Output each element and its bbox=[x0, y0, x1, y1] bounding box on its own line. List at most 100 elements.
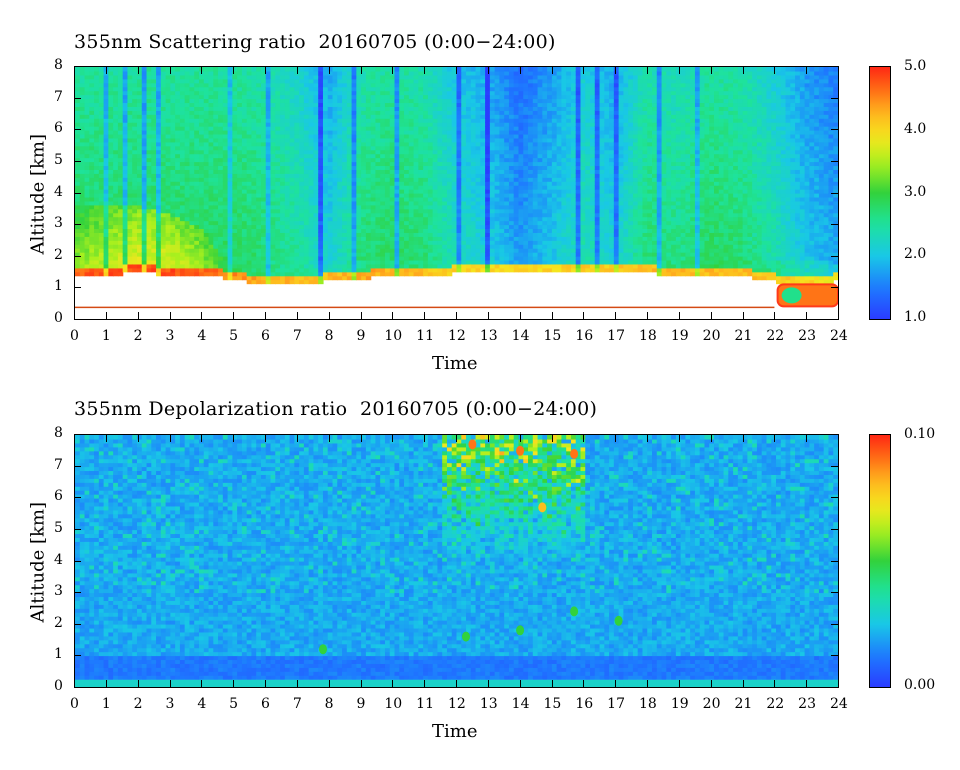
heatmap-cell bbox=[136, 94, 143, 100]
heatmap-cell bbox=[132, 224, 138, 230]
heatmap-cell bbox=[427, 78, 434, 84]
heatmap-cell bbox=[136, 196, 143, 202]
heatmap-cell bbox=[270, 98, 276, 104]
heatmap-cell bbox=[466, 212, 472, 218]
heatmap-cell bbox=[327, 98, 334, 104]
heatmap-cell bbox=[466, 145, 472, 151]
heatmap-cell bbox=[151, 177, 157, 182]
heatmap-cell bbox=[356, 86, 362, 92]
heatmap-cell bbox=[375, 110, 381, 115]
heatmap-cell bbox=[218, 200, 224, 206]
heatmap-cell bbox=[232, 189, 238, 194]
heatmap-cell bbox=[98, 208, 105, 214]
heatmap-cell bbox=[322, 248, 329, 253]
heatmap-cell bbox=[370, 98, 377, 104]
heatmap-cell bbox=[203, 244, 210, 249]
heatmap-cell bbox=[117, 232, 124, 237]
heatmap-cell bbox=[75, 208, 81, 214]
heatmap-cell bbox=[189, 102, 195, 107]
heatmap-cell bbox=[170, 244, 176, 249]
heatmap-cell bbox=[308, 102, 315, 107]
heatmap-cell bbox=[227, 130, 233, 135]
heatmap-cell bbox=[389, 169, 396, 174]
heatmap-cell bbox=[518, 200, 524, 206]
heatmap-cell bbox=[494, 78, 501, 84]
heatmap-cell bbox=[275, 267, 281, 273]
heatmap-cell bbox=[256, 177, 262, 182]
heatmap-cell bbox=[327, 275, 334, 281]
heatmap-cell bbox=[361, 137, 367, 143]
heatmap-cell bbox=[470, 133, 477, 139]
heatmap-cell bbox=[380, 185, 386, 190]
heatmap-cell bbox=[361, 78, 367, 84]
heatmap-cell bbox=[327, 118, 334, 123]
heatmap-cell bbox=[218, 220, 224, 226]
heatmap-cell bbox=[365, 145, 372, 151]
heatmap-cell bbox=[303, 200, 310, 206]
heatmap-cell bbox=[308, 181, 315, 186]
heatmap-cell bbox=[251, 189, 257, 194]
heatmap-cell bbox=[251, 220, 257, 226]
heatmap-cell bbox=[237, 94, 243, 100]
heatmap-cell bbox=[122, 216, 129, 222]
heatmap-cell bbox=[342, 240, 348, 245]
heatmap-cell bbox=[227, 248, 233, 253]
heatmap-cell bbox=[189, 193, 195, 198]
heatmap-cell bbox=[466, 196, 472, 202]
heatmap-cell bbox=[470, 98, 477, 104]
heatmap-cell bbox=[237, 196, 243, 202]
heatmap-cell bbox=[508, 90, 515, 96]
heatmap-cell bbox=[480, 267, 486, 273]
heatmap-cell bbox=[489, 137, 496, 143]
heatmap-cell bbox=[446, 212, 453, 218]
heatmap-cell bbox=[380, 224, 386, 230]
heatmap-cell bbox=[466, 259, 472, 265]
heatmap-cell bbox=[432, 208, 439, 214]
heatmap-cell bbox=[332, 82, 338, 88]
heatmap-cell bbox=[127, 94, 133, 100]
heatmap-cell bbox=[203, 149, 210, 155]
heatmap-cell bbox=[103, 216, 109, 222]
heatmap-cell bbox=[446, 106, 453, 111]
heatmap-cell bbox=[518, 126, 524, 131]
heatmap-cell bbox=[337, 185, 343, 190]
heatmap-cell bbox=[122, 220, 129, 226]
heatmap-cell bbox=[275, 94, 281, 100]
heatmap-cell bbox=[270, 275, 276, 281]
heatmap-cell bbox=[232, 177, 238, 182]
heatmap-cell bbox=[485, 122, 491, 127]
heatmap-cell bbox=[466, 90, 472, 96]
heatmap-cell bbox=[489, 82, 496, 88]
heatmap-cell bbox=[127, 133, 133, 139]
heatmap-cell bbox=[170, 224, 176, 230]
heatmap-cell bbox=[384, 181, 391, 186]
heatmap-cell bbox=[413, 114, 419, 119]
heatmap-cell bbox=[399, 114, 405, 119]
heatmap-cell bbox=[160, 118, 167, 123]
heatmap-cell bbox=[418, 228, 424, 233]
heatmap-cell bbox=[294, 102, 300, 107]
heatmap-cell bbox=[198, 193, 205, 198]
heatmap-cell bbox=[170, 157, 176, 163]
heatmap-cell bbox=[489, 181, 496, 186]
heatmap-cell bbox=[127, 224, 133, 230]
heatmap-cell bbox=[313, 275, 319, 281]
heatmap-cell bbox=[127, 98, 133, 104]
heatmap-cell bbox=[246, 67, 253, 72]
heatmap-cell bbox=[308, 204, 315, 210]
heatmap-cell bbox=[294, 232, 300, 237]
heatmap-cell bbox=[232, 157, 238, 163]
heatmap-cell bbox=[203, 82, 210, 88]
heatmap-cell bbox=[165, 98, 171, 104]
heatmap-cell bbox=[227, 110, 233, 115]
heatmap-cell bbox=[513, 204, 520, 210]
heatmap-cell bbox=[332, 74, 338, 80]
heatmap-cell bbox=[346, 157, 353, 163]
heatmap-cell bbox=[442, 220, 448, 226]
heatmap-cell bbox=[370, 90, 377, 96]
heatmap-cell bbox=[160, 259, 167, 265]
heatmap-cell bbox=[489, 74, 496, 80]
heatmap-cell bbox=[451, 181, 458, 186]
heatmap-cell bbox=[394, 193, 400, 198]
heatmap-cell bbox=[370, 122, 377, 127]
